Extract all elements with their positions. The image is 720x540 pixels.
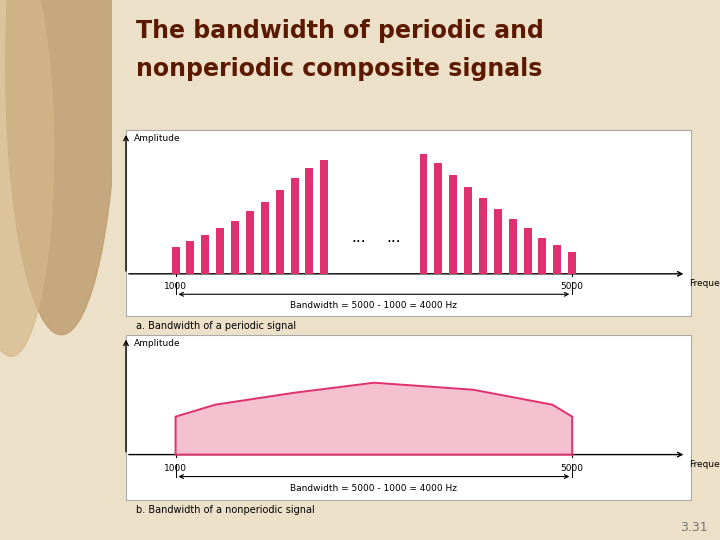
Text: Amplitude: Amplitude xyxy=(134,339,181,348)
Text: 1000: 1000 xyxy=(164,463,187,472)
Text: Frequency: Frequency xyxy=(689,279,720,288)
Bar xyxy=(291,178,299,274)
Text: Amplitude: Amplitude xyxy=(134,134,181,144)
Bar xyxy=(305,168,313,274)
Text: Bandwidth = 5000 - 1000 = 4000 Hz: Bandwidth = 5000 - 1000 = 4000 Hz xyxy=(290,301,457,310)
Bar xyxy=(523,228,531,274)
Bar xyxy=(568,252,576,274)
Bar xyxy=(202,235,210,274)
Bar xyxy=(509,219,517,274)
Bar xyxy=(216,228,224,274)
Bar xyxy=(494,209,502,274)
Bar xyxy=(464,187,472,274)
Bar xyxy=(186,241,194,274)
Polygon shape xyxy=(176,383,572,455)
Text: 5000: 5000 xyxy=(561,282,584,291)
Text: 3.31: 3.31 xyxy=(680,521,708,534)
Circle shape xyxy=(6,0,117,335)
Bar xyxy=(539,238,546,274)
Text: Bandwidth = 5000 - 1000 = 4000 Hz: Bandwidth = 5000 - 1000 = 4000 Hz xyxy=(290,483,457,492)
Bar xyxy=(554,245,562,274)
Circle shape xyxy=(0,0,53,356)
Text: 1000: 1000 xyxy=(164,282,187,291)
Text: ...: ... xyxy=(351,230,366,245)
Text: ...: ... xyxy=(387,230,401,245)
Text: nonperiodic composite signals: nonperiodic composite signals xyxy=(136,57,542,80)
Text: Frequency: Frequency xyxy=(689,460,720,469)
Bar xyxy=(479,198,487,274)
Bar xyxy=(434,163,442,274)
Bar xyxy=(171,247,179,274)
Bar xyxy=(420,154,428,274)
Text: 5000: 5000 xyxy=(561,463,584,472)
Bar xyxy=(261,202,269,274)
Bar xyxy=(320,160,328,274)
Text: a. Bandwidth of a periodic signal: a. Bandwidth of a periodic signal xyxy=(136,321,296,332)
Bar xyxy=(449,176,457,274)
Text: b. Bandwidth of a nonperiodic signal: b. Bandwidth of a nonperiodic signal xyxy=(136,505,315,515)
Bar xyxy=(231,221,239,274)
Bar xyxy=(276,190,284,274)
Bar xyxy=(246,211,254,274)
Text: The bandwidth of periodic and: The bandwidth of periodic and xyxy=(136,19,544,43)
